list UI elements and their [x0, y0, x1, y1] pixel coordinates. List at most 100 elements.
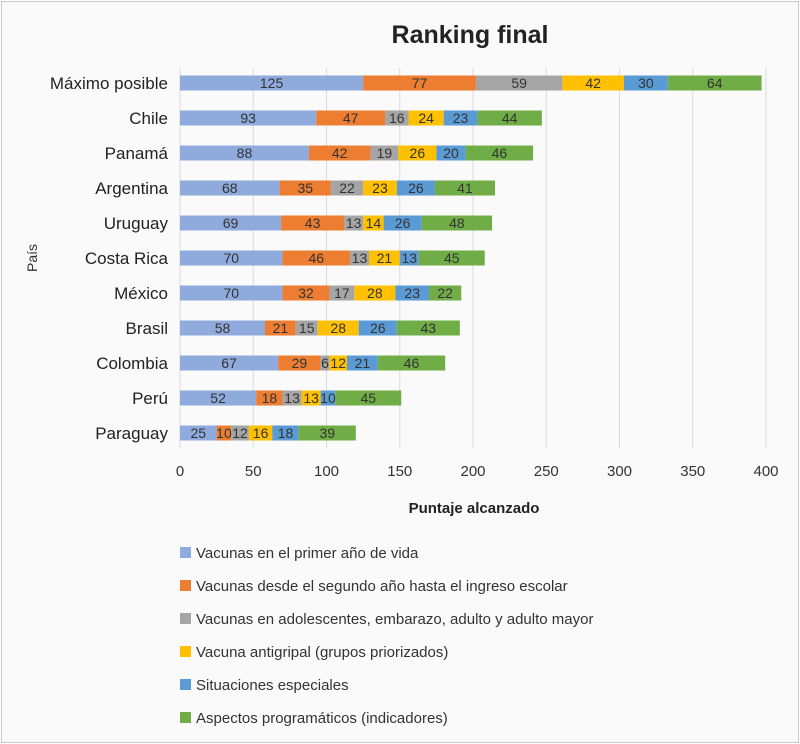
- bar-segment: [279, 180, 331, 196]
- category-label: Uruguay: [104, 214, 169, 233]
- x-axis-title: Puntaje alcanzado: [409, 500, 540, 517]
- bar-segment: [320, 355, 330, 371]
- bar-segment: [180, 110, 317, 126]
- data-label: 26: [395, 215, 411, 231]
- bar-segment: [363, 215, 384, 231]
- legend-swatch: [180, 547, 191, 558]
- bar-segment: [363, 75, 476, 91]
- data-label: 77: [412, 75, 428, 91]
- data-label: 45: [360, 390, 376, 406]
- bar-segment: [429, 285, 462, 301]
- data-label: 41: [457, 180, 473, 196]
- data-label: 46: [308, 250, 324, 266]
- bar-segment: [330, 180, 364, 196]
- legend-label: Vacunas desde el segundo año hasta el in…: [196, 578, 568, 595]
- x-tick-label: 100: [314, 463, 339, 480]
- gridlines: [179, 68, 767, 448]
- data-label: 69: [223, 215, 239, 231]
- bar-segment: [180, 390, 257, 406]
- x-tick-label: 300: [607, 463, 632, 480]
- bar-segment: [320, 390, 336, 406]
- bar-segment: [408, 110, 444, 126]
- data-label: 18: [278, 425, 294, 441]
- data-label: 46: [492, 145, 508, 161]
- x-tick-label: 400: [753, 463, 778, 480]
- data-label: 21: [377, 250, 393, 266]
- bar-segment: [180, 215, 282, 231]
- bar-segment: [329, 285, 355, 301]
- bar-segment: [231, 425, 249, 441]
- legend-swatch: [180, 712, 191, 723]
- legend-label: Vacunas en adolescentes, embarazo, adult…: [196, 611, 593, 628]
- bar-segment: [298, 425, 356, 441]
- data-label: 64: [707, 75, 723, 91]
- bar-segment: [180, 180, 280, 196]
- data-label: 19: [377, 145, 393, 161]
- bar-segment: [667, 75, 762, 91]
- data-label: 24: [418, 110, 434, 126]
- x-tick-label: 350: [680, 463, 705, 480]
- bar-segment: [399, 250, 419, 266]
- bar-segment: [434, 180, 495, 196]
- category-label: México: [114, 284, 168, 303]
- data-label: 39: [319, 425, 335, 441]
- data-label: 125: [260, 75, 284, 91]
- data-label: 23: [372, 180, 388, 196]
- bar-segment: [475, 75, 563, 91]
- legend: Vacunas en el primer año de vida Vacunas …: [180, 545, 593, 727]
- category-label: Argentina: [95, 179, 168, 198]
- data-label: 32: [298, 285, 314, 301]
- bar-segment: [398, 145, 437, 161]
- data-label: 93: [240, 110, 256, 126]
- bar-segment: [295, 320, 318, 336]
- bar-segment: [396, 320, 460, 336]
- legend-label: Situaciones especiales: [196, 677, 349, 694]
- bar-segment: [443, 110, 478, 126]
- bar-segment: [180, 285, 283, 301]
- data-label: 26: [370, 320, 386, 336]
- data-label: 67: [221, 355, 237, 371]
- data-label: 13: [352, 250, 368, 266]
- bar-segment: [344, 215, 364, 231]
- data-label: 52: [210, 390, 226, 406]
- legend-label: Vacunas en el primer año de vida: [196, 545, 419, 562]
- bar-segment: [180, 250, 283, 266]
- x-tick-label: 50: [245, 463, 262, 480]
- legend-swatch: [180, 580, 191, 591]
- data-label: 45: [444, 250, 460, 266]
- legend-label: Aspectos programáticos (indicadores): [196, 710, 448, 727]
- data-label: 26: [408, 180, 424, 196]
- bar-segment: [329, 355, 348, 371]
- data-label: 13: [284, 390, 300, 406]
- data-label: 20: [443, 145, 459, 161]
- data-label: 46: [404, 355, 420, 371]
- bar-segment: [477, 110, 542, 126]
- legend-swatch: [180, 646, 191, 657]
- bar-segment: [421, 215, 493, 231]
- data-label: 22: [437, 285, 453, 301]
- bar-segment: [180, 425, 217, 441]
- bar-segment: [377, 355, 446, 371]
- bar-segment: [281, 215, 345, 231]
- data-label: 18: [262, 390, 278, 406]
- bar-segment: [396, 180, 435, 196]
- data-label: 70: [223, 285, 239, 301]
- data-label: 28: [330, 320, 346, 336]
- data-label: 16: [389, 110, 405, 126]
- data-label: 23: [453, 110, 469, 126]
- category-label: Perú: [132, 389, 168, 408]
- bar-segment: [282, 285, 330, 301]
- data-label: 25: [191, 425, 207, 441]
- category-label: Chile: [129, 109, 168, 128]
- bar-segment: [278, 355, 321, 371]
- bar-segment: [465, 145, 534, 161]
- bar-segment: [301, 390, 321, 406]
- data-label: 21: [273, 320, 289, 336]
- data-label: 88: [237, 145, 253, 161]
- data-label: 26: [410, 145, 426, 161]
- bar-segment: [368, 250, 400, 266]
- data-label: 13: [303, 390, 319, 406]
- category-label: Brasil: [125, 319, 168, 338]
- data-label: 35: [297, 180, 313, 196]
